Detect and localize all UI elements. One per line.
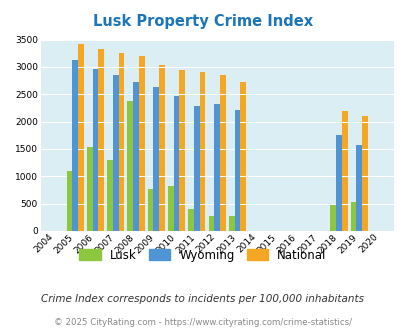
Bar [350, 202, 356, 231]
Bar [127, 101, 133, 231]
Bar [240, 82, 245, 231]
Bar [147, 189, 153, 231]
Bar [208, 216, 214, 231]
Bar [330, 205, 335, 231]
Bar [173, 96, 179, 231]
Bar [139, 56, 144, 231]
Bar [98, 49, 104, 231]
Legend: Lusk, Wyoming, National: Lusk, Wyoming, National [75, 244, 330, 266]
Text: Crime Index corresponds to incidents per 100,000 inhabitants: Crime Index corresponds to incidents per… [41, 294, 364, 304]
Bar [113, 75, 118, 231]
Bar [194, 106, 199, 231]
Text: © 2025 CityRating.com - https://www.cityrating.com/crime-statistics/: © 2025 CityRating.com - https://www.city… [54, 318, 351, 327]
Bar [153, 87, 159, 231]
Bar [78, 44, 83, 231]
Bar [234, 110, 240, 231]
Bar [356, 145, 361, 231]
Text: Lusk Property Crime Index: Lusk Property Crime Index [93, 14, 312, 29]
Bar [66, 171, 72, 231]
Bar [168, 186, 173, 231]
Bar [92, 69, 98, 231]
Bar [179, 70, 185, 231]
Bar [118, 53, 124, 231]
Bar [199, 72, 205, 231]
Bar [159, 65, 164, 231]
Bar [107, 160, 113, 231]
Bar [220, 75, 225, 231]
Bar [72, 60, 78, 231]
Bar [214, 104, 220, 231]
Bar [335, 135, 341, 231]
Bar [361, 115, 367, 231]
Bar [87, 147, 92, 231]
Bar [228, 216, 234, 231]
Bar [341, 111, 347, 231]
Bar [188, 209, 194, 231]
Bar [133, 82, 139, 231]
